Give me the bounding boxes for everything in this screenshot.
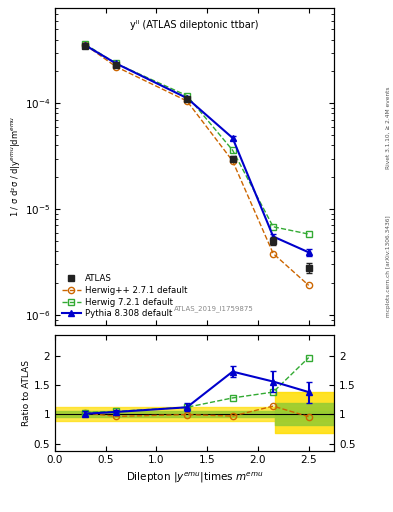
Text: ATLAS_2019_I1759875: ATLAS_2019_I1759875 bbox=[174, 306, 254, 312]
Bar bbox=[55, 411, 334, 417]
Y-axis label: Ratio to ATLAS: Ratio to ATLAS bbox=[22, 360, 31, 426]
Bar bbox=[55, 407, 334, 421]
Text: yˡˡ (ATLAS dileptonic ttbar): yˡˡ (ATLAS dileptonic ttbar) bbox=[130, 20, 259, 30]
Text: Rivet 3.1.10, ≥ 2.4M events: Rivet 3.1.10, ≥ 2.4M events bbox=[386, 87, 391, 169]
Text: mcplots.cern.ch [arXiv:1306.3436]: mcplots.cern.ch [arXiv:1306.3436] bbox=[386, 216, 391, 317]
Y-axis label: 1 / σ d²σ / d|y$^{emu}$|dm$^{emu}$: 1 / σ d²σ / d|y$^{emu}$|dm$^{emu}$ bbox=[9, 116, 22, 217]
X-axis label: Dilepton $|y^{emu}|$times $m^{emu}$: Dilepton $|y^{emu}|$times $m^{emu}$ bbox=[126, 471, 263, 485]
Legend: ATLAS, Herwig++ 2.7.1 default, Herwig 7.2.1 default, Pythia 8.308 default: ATLAS, Herwig++ 2.7.1 default, Herwig 7.… bbox=[59, 272, 190, 321]
